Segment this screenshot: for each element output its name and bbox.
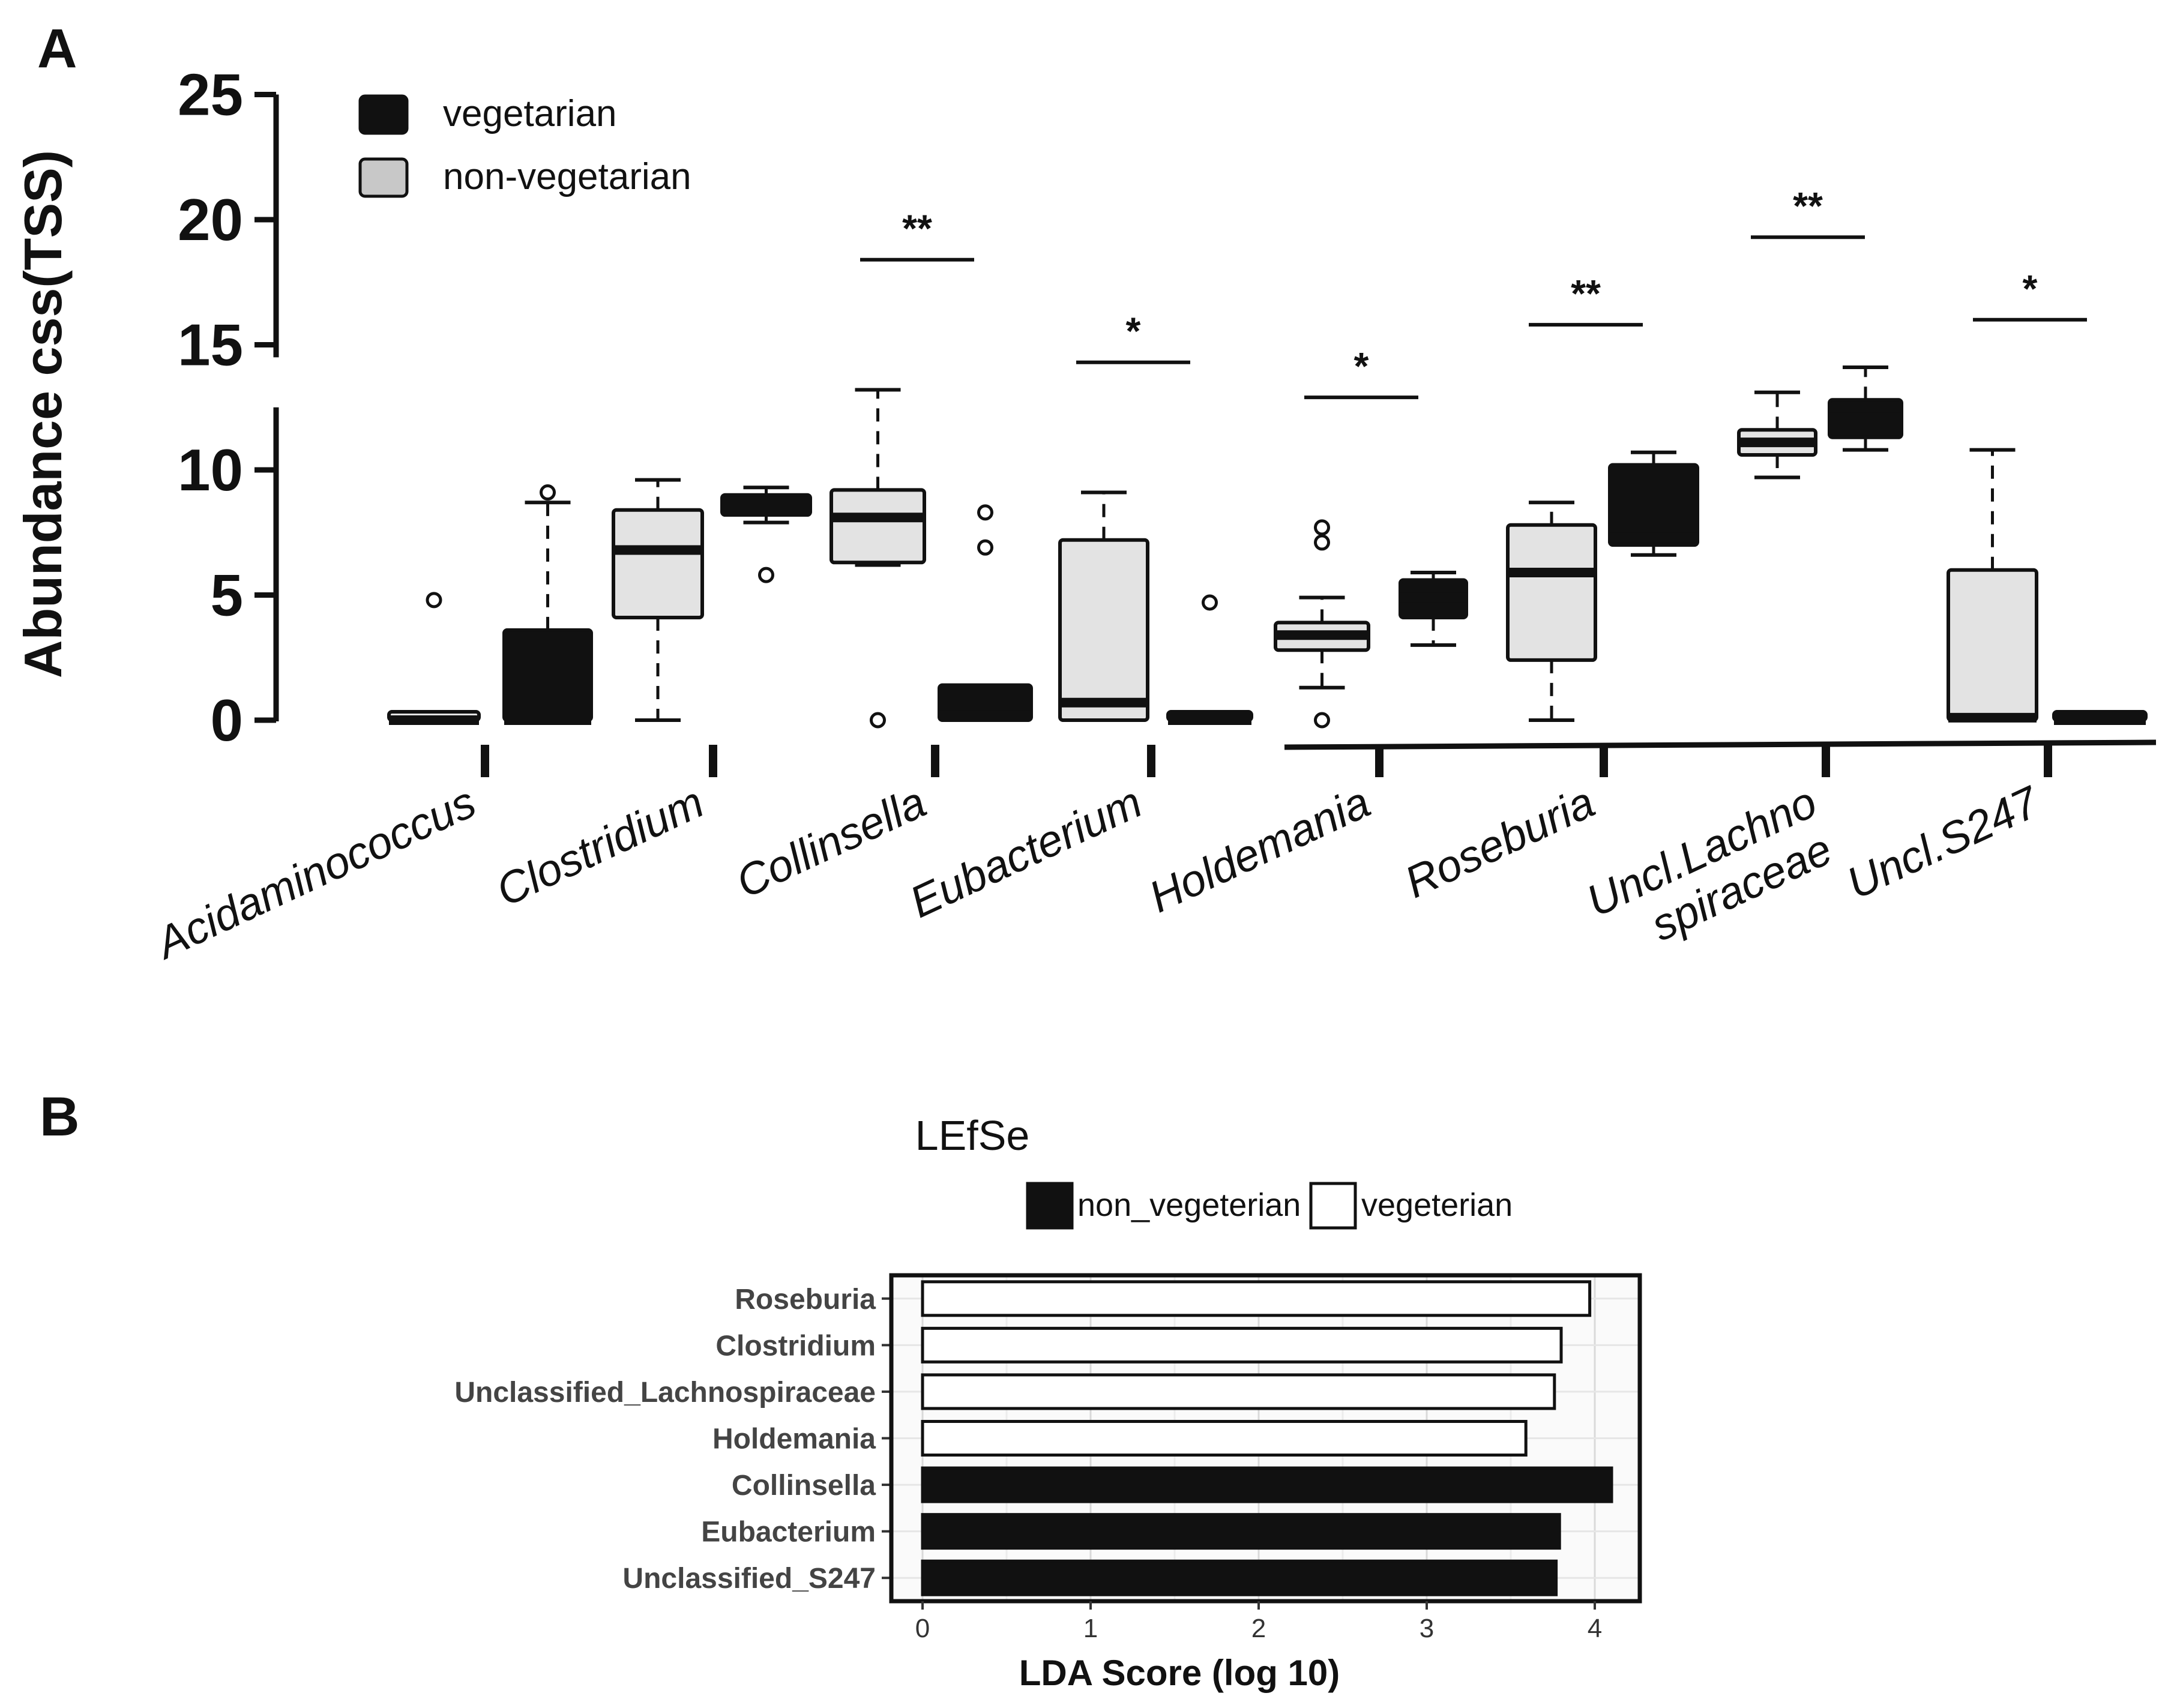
outlier-point — [540, 484, 556, 501]
box-holdemania — [1274, 519, 1370, 729]
legend-swatch — [358, 94, 409, 135]
significance-label: * — [1126, 310, 1141, 353]
box-holdemania — [1399, 570, 1468, 647]
box-body — [1058, 538, 1149, 722]
box-body — [1947, 568, 2038, 722]
outlier-point — [870, 712, 886, 729]
panel-letter-a: A — [37, 18, 77, 79]
legend: vegetarian non-vegetarian — [358, 93, 691, 198]
outlier-point — [977, 539, 993, 556]
y-tick-label: 10 — [178, 437, 243, 503]
outlier-point — [758, 567, 774, 583]
outlier-point — [1314, 712, 1330, 729]
box-roseburia — [1506, 501, 1597, 722]
legend-swatch — [1309, 1182, 1357, 1230]
significance-markers: ********* — [860, 184, 2087, 400]
y-axis: 0 5 10 15 20 25 — [178, 62, 279, 753]
box-acidaminococcus — [387, 592, 481, 725]
outlier-point — [1314, 534, 1330, 551]
lda-bar — [921, 1559, 1558, 1596]
bar-label: Unclassified_Lachnospiraceae — [454, 1377, 876, 1409]
legend-swatch — [1026, 1182, 1074, 1230]
outlier-point — [1202, 594, 1218, 611]
outlier-point — [426, 592, 442, 609]
boxes — [387, 365, 2148, 729]
x-tick-label: 2 — [1251, 1614, 1266, 1643]
y-axis-label: Abundance css(TSS) — [13, 150, 73, 678]
significance-label: ** — [1793, 184, 1823, 227]
box-acidaminococcus — [502, 484, 593, 725]
bar-label: Clostridium — [715, 1330, 876, 1362]
significance-label: ** — [902, 207, 932, 250]
x-tick-label: 1 — [1083, 1614, 1098, 1643]
legend: non_vegeterian vegeterian — [1026, 1182, 1513, 1230]
lda-bar — [921, 1326, 1563, 1364]
x-axis-line — [1284, 739, 2157, 750]
lda-bar — [921, 1373, 1556, 1410]
box-body — [1608, 463, 1699, 547]
significance-label: * — [2023, 267, 2038, 310]
box-body — [830, 488, 926, 565]
legend-label: non-vegetarian — [443, 156, 691, 197]
bar-label: Eubacterium — [701, 1517, 876, 1548]
box-clostridium — [720, 486, 812, 583]
x-tick-label: 3 — [1420, 1614, 1434, 1643]
lefse-panel: LEfSe non_vegeterian vegeterian Roseburia… — [454, 1112, 1642, 1693]
box-roseburia — [1608, 450, 1699, 557]
box-uncl-lachno-spiraceae — [1737, 390, 1817, 480]
y-tick-label: 5 — [210, 562, 243, 628]
bar-label: Roseburia — [735, 1284, 876, 1316]
box-uncl-lachno-spiraceae — [1828, 365, 1903, 452]
x-tick-label: 4 — [1588, 1614, 1602, 1643]
legend-label: vegetarian — [443, 93, 617, 134]
box-uncl-s247 — [1947, 448, 2038, 723]
box-collinsella — [938, 504, 1033, 722]
significance-label: ** — [1571, 272, 1601, 315]
bar-label: Holdemania — [712, 1424, 876, 1455]
significance-label: * — [1354, 344, 1369, 388]
legend-label: vegeterian — [1361, 1187, 1513, 1223]
lda-bar — [921, 1280, 1592, 1317]
outlier-point — [977, 504, 993, 521]
y-tick-label: 25 — [178, 62, 243, 128]
box-body — [1506, 523, 1597, 662]
lefse-title: LEfSe — [915, 1112, 1030, 1159]
x-axis-label: LDA Score (log 10) — [1019, 1653, 1340, 1693]
box-collinsella — [830, 388, 926, 729]
box-clostridium — [612, 478, 704, 722]
y-tick-label: 0 — [210, 687, 243, 753]
plot-frame — [889, 1273, 1642, 1604]
outlier-point — [1314, 519, 1330, 536]
panel-letter-b: B — [40, 1086, 79, 1147]
lda-bar — [921, 1466, 1613, 1503]
box-body — [502, 628, 593, 722]
y-tick-label: 15 — [178, 312, 243, 378]
box-uncl-s247 — [2052, 710, 2148, 725]
box-eubacterium — [1166, 594, 1253, 725]
legend-swatch — [358, 157, 409, 198]
lda-bar — [921, 1420, 1528, 1457]
legend-label: non_vegeterian — [1077, 1187, 1301, 1223]
bar-plot: Roseburia Clostridium Unclassified_Lachnos… — [454, 1273, 1642, 1643]
bar-label: Collinsella — [732, 1470, 876, 1502]
bar-label: Unclassified_S247 — [622, 1563, 876, 1595]
x-tick-label: 0 — [915, 1614, 930, 1643]
y-tick-label: 20 — [178, 187, 243, 253]
box-body — [612, 508, 704, 620]
box-eubacterium — [1058, 490, 1149, 722]
lda-bar — [921, 1513, 1561, 1550]
